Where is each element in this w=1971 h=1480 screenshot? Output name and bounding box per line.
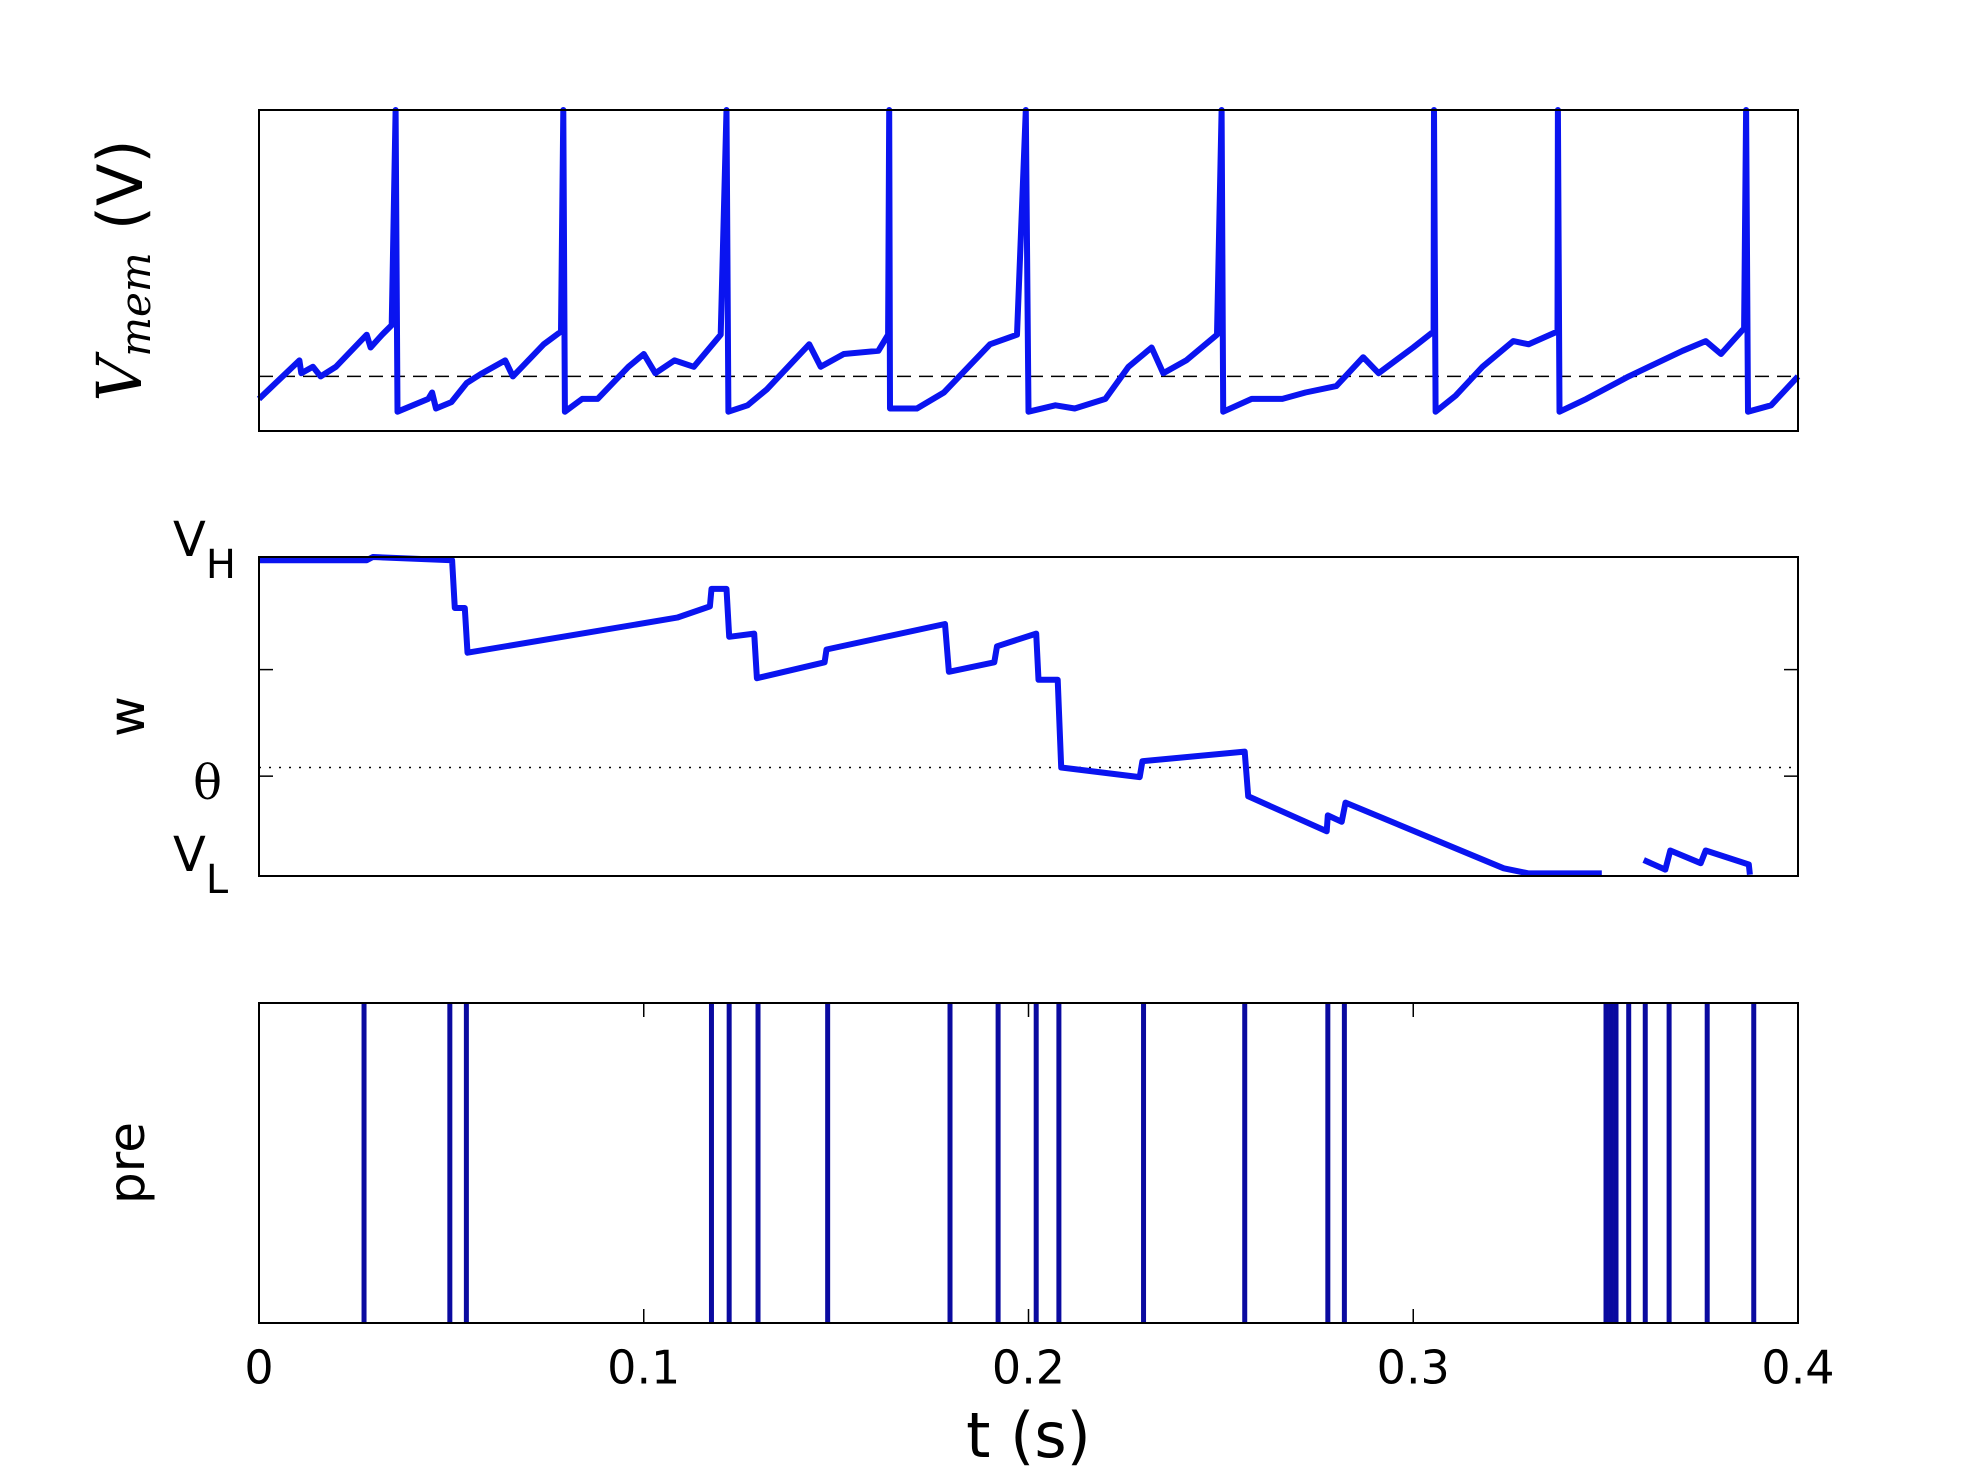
y-axis-label-text: V: [83, 351, 156, 402]
x-tick-label: 0: [244, 1341, 273, 1395]
y-tick-label-text: V: [173, 512, 206, 568]
x-tick-label: 0.1: [607, 1341, 680, 1395]
y-axis-label-text: w: [98, 696, 156, 737]
axes-frame: [258, 1002, 1799, 1324]
y-axis-label-sub: mem: [111, 252, 160, 357]
y-tick-label-text: V: [173, 827, 206, 883]
y-tick-label-sub: H: [206, 542, 236, 588]
y-axis-label-text: pre: [98, 1122, 156, 1204]
y-tick-label: VL: [173, 827, 229, 903]
data-line: [256, 107, 1801, 415]
x-tick-label: 0.2: [992, 1341, 1065, 1395]
axes-frame: [258, 556, 1799, 877]
y-tick-label-text: θ: [193, 755, 222, 811]
x-tick-label: 0.3: [1377, 1341, 1450, 1395]
y-tick-label-sub: L: [206, 857, 229, 903]
y-axis-label: w: [98, 696, 156, 737]
axes-frame: [258, 109, 1799, 432]
y-axis-label: pre: [98, 1122, 156, 1204]
y-tick-label: θ: [193, 755, 222, 811]
y-axis-label: Vmem (V): [83, 139, 160, 401]
x-tick-label: 0.4: [1761, 1341, 1834, 1395]
y-axis-label-unit: (V): [84, 139, 157, 230]
x-axis-label: t (s): [966, 1399, 1091, 1472]
y-tick-label: VH: [173, 512, 236, 588]
data-line: [259, 557, 1798, 875]
